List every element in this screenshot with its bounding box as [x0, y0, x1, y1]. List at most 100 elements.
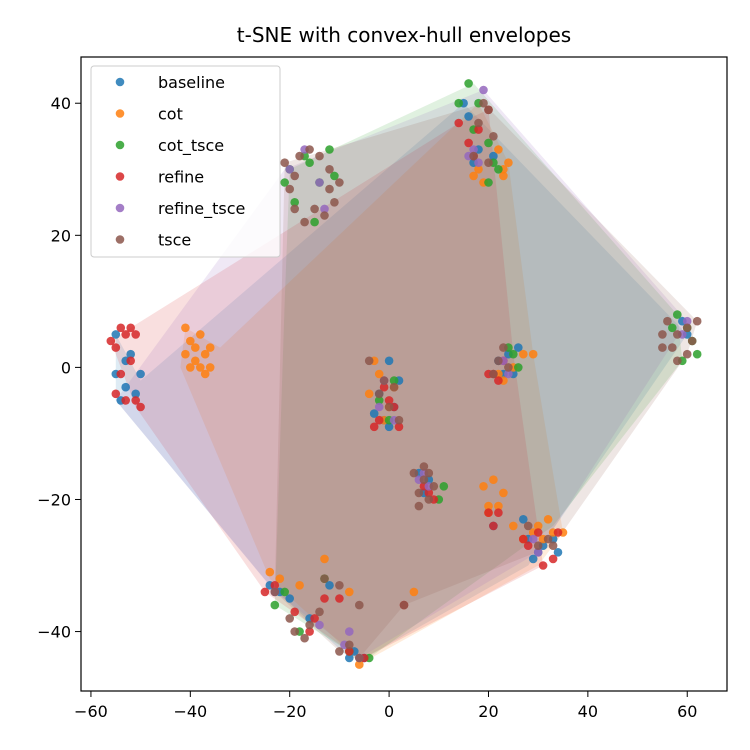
- point-tsce: [285, 614, 295, 623]
- point-refine: [131, 396, 140, 405]
- point-tsce: [499, 343, 508, 352]
- point-tsce: [335, 581, 344, 590]
- point-tsce: [305, 145, 314, 154]
- point-refine: [310, 614, 319, 623]
- point-tsce: [280, 158, 290, 167]
- point-tsce: [673, 330, 682, 339]
- point-tsce: [474, 118, 483, 128]
- point-tsce: [290, 171, 300, 181]
- point-baseline: [345, 653, 354, 663]
- hull-cot: [180, 103, 563, 665]
- point-refine: [384, 396, 394, 405]
- point-refine: [374, 415, 384, 425]
- legend-marker-refine: [115, 172, 125, 181]
- point-refine: [121, 396, 130, 405]
- point-tsce: [290, 627, 300, 636]
- point-tsce: [325, 165, 334, 174]
- point-baseline: [528, 554, 538, 564]
- point-cot_tsce: [290, 198, 300, 207]
- point-cot_tsce: [439, 482, 449, 491]
- point-tsce: [682, 349, 692, 359]
- point-refine_tsce: [345, 627, 354, 636]
- point-refine: [305, 627, 314, 636]
- point-cot_tsce: [280, 587, 290, 597]
- point-tsce: [409, 468, 419, 478]
- point-tsce: [305, 620, 314, 630]
- point-refine: [116, 369, 126, 379]
- point-refine: [424, 488, 434, 498]
- point-cot_tsce: [305, 158, 314, 167]
- point-tsce: [533, 541, 543, 550]
- point-refine: [320, 594, 329, 603]
- point-tsce: [484, 158, 493, 167]
- x-tick-label: 40: [578, 702, 598, 721]
- point-tsce: [673, 356, 682, 366]
- y-tick-label: 0: [61, 358, 71, 377]
- point-tsce: [424, 495, 434, 504]
- point-baseline: [464, 112, 473, 121]
- point-refine: [519, 534, 528, 544]
- point-tsce: [479, 98, 488, 108]
- hull-refine: [110, 109, 544, 659]
- point-refine: [111, 343, 121, 352]
- point-cot: [205, 343, 215, 352]
- point-refine: [394, 422, 404, 432]
- point-refine_tsce: [315, 620, 324, 630]
- point-cot: [295, 581, 304, 590]
- legend-label-baseline: baseline: [158, 73, 225, 92]
- point-tsce: [394, 415, 404, 425]
- point-tsce: [290, 204, 300, 214]
- point-cot: [499, 171, 508, 181]
- legend-label-tsce: tsce: [158, 231, 191, 250]
- point-tsce: [523, 521, 533, 531]
- point-cot: [345, 587, 354, 597]
- point-refine: [290, 607, 300, 617]
- point-tsce: [399, 600, 409, 610]
- point-baseline: [384, 356, 394, 366]
- point-refine: [553, 528, 563, 537]
- point-refine_tsce: [285, 165, 295, 174]
- point-tsce: [419, 475, 429, 485]
- point-refine: [126, 323, 135, 333]
- point-cot: [186, 363, 195, 372]
- point-refine_tsce: [469, 145, 478, 154]
- point-refine: [121, 330, 130, 339]
- point-refine: [533, 528, 543, 537]
- point-tsce: [315, 607, 324, 617]
- point-tsce: [315, 151, 324, 161]
- point-refine: [494, 508, 503, 517]
- point-refine: [454, 118, 464, 128]
- point-refine: [345, 647, 354, 656]
- point-refine: [523, 541, 533, 550]
- y-tick-label: 20: [51, 226, 71, 245]
- point-baseline: [325, 581, 334, 590]
- series-tsce: [270, 98, 702, 663]
- point-refine: [106, 336, 116, 346]
- point-tsce: [682, 323, 692, 333]
- point-baseline: [369, 409, 379, 418]
- point-cot: [191, 356, 200, 366]
- point-cot: [275, 574, 285, 583]
- point-cot: [543, 515, 553, 524]
- point-tsce: [484, 105, 493, 115]
- point-refine_tsce: [479, 85, 488, 95]
- point-refine: [131, 330, 140, 339]
- x-tick-label: −40: [173, 702, 207, 721]
- point-tsce: [489, 369, 498, 379]
- point-cot_tsce: [464, 79, 473, 88]
- point-refine_tsce: [374, 402, 384, 412]
- point-cot: [364, 389, 374, 399]
- legend-marker-baseline: [115, 77, 125, 87]
- point-refine: [270, 581, 280, 590]
- point-baseline: [285, 594, 295, 603]
- point-tsce: [469, 151, 478, 161]
- point-tsce: [345, 640, 354, 650]
- point-cot: [320, 554, 329, 564]
- point-baseline: [514, 343, 523, 352]
- point-tsce: [374, 389, 384, 399]
- point-tsce: [658, 330, 667, 339]
- point-refine: [484, 508, 493, 517]
- point-cot: [484, 501, 493, 511]
- point-baseline: [121, 382, 130, 392]
